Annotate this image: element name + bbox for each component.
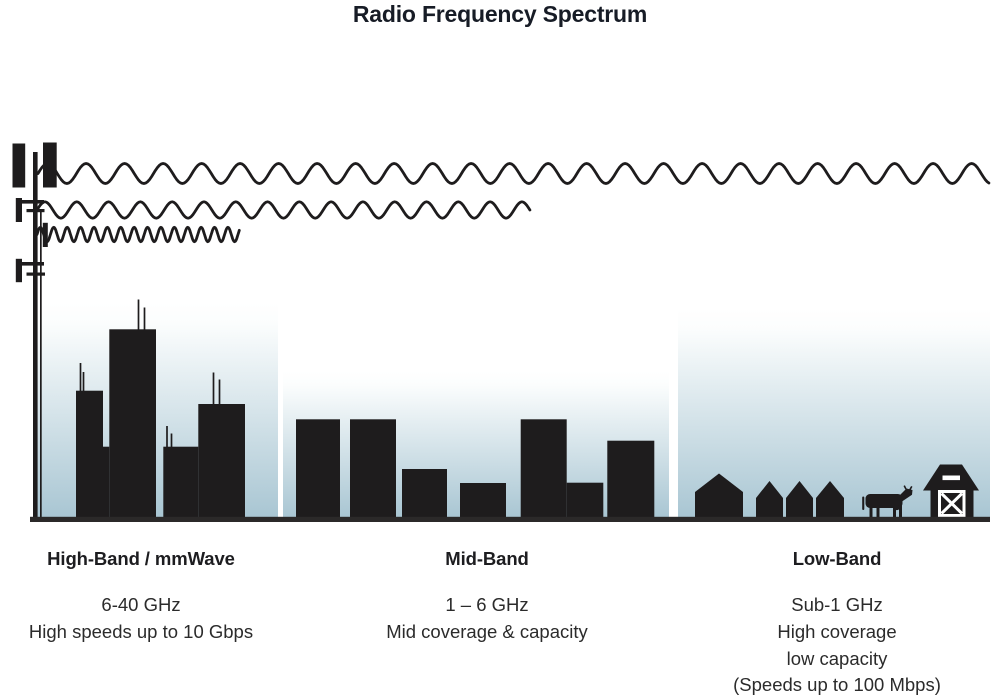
band-label-highband: High-Band / mmWave 6-40 GHz High speeds … — [11, 549, 271, 646]
house-icon-1 — [756, 481, 783, 518]
ground-line — [30, 516, 990, 522]
band-label-midband: Mid-Band 1 – 6 GHz Mid coverage & capaci… — [357, 549, 617, 646]
radio-wave-high-frequency — [35, 225, 241, 244]
house-icon-large — [695, 473, 743, 518]
band-description: (Speeds up to 100 Mbps) — [733, 674, 941, 696]
barn-loft-vent — [942, 475, 960, 481]
band-frequency-range: Sub-1 GHz — [791, 594, 883, 615]
house-icon-3 — [816, 481, 844, 518]
rooftop-antennas — [79, 299, 221, 447]
cell-tower-icon — [12, 142, 57, 518]
radio-waves — [35, 162, 991, 244]
band-description: High coverage — [777, 620, 897, 642]
tower-antenna-panel-left — [12, 143, 26, 188]
band-name-lowband: Low-Band — [792, 548, 882, 569]
band-name-midband: Mid-Band — [445, 548, 529, 569]
band-frequency-range: 1 – 6 GHz — [445, 594, 529, 615]
radio-wave-mid-frequency — [35, 200, 532, 220]
tower-antenna-panel-mid-right — [42, 222, 48, 247]
cow-icon — [862, 485, 913, 518]
band-description: High speeds up to 10 Gbps — [28, 620, 254, 642]
highband-city-skyline — [76, 299, 245, 518]
tower-antenna-panel-mid-left — [15, 198, 22, 222]
tower-antenna-panel-right — [43, 142, 57, 188]
band-description: Mid coverage & capacity — [386, 620, 588, 642]
band-label-lowband: Low-Band Sub-1 GHz High coverage low cap… — [707, 549, 967, 699]
band-frequency-range: 6-40 GHz — [101, 594, 181, 615]
midband-buildings-skyline — [296, 419, 655, 518]
tower-antenna-panel-low-left — [15, 258, 22, 283]
lowband-rural-scene — [695, 464, 979, 518]
radio-wave-low-frequency — [36, 162, 991, 185]
house-icon-2 — [786, 481, 813, 518]
page-title: Radio Frequency Spectrum — [352, 1, 648, 27]
band-description: low capacity — [786, 647, 888, 669]
barn-icon — [923, 464, 979, 518]
band-name-highband: High-Band / mmWave — [47, 548, 235, 569]
